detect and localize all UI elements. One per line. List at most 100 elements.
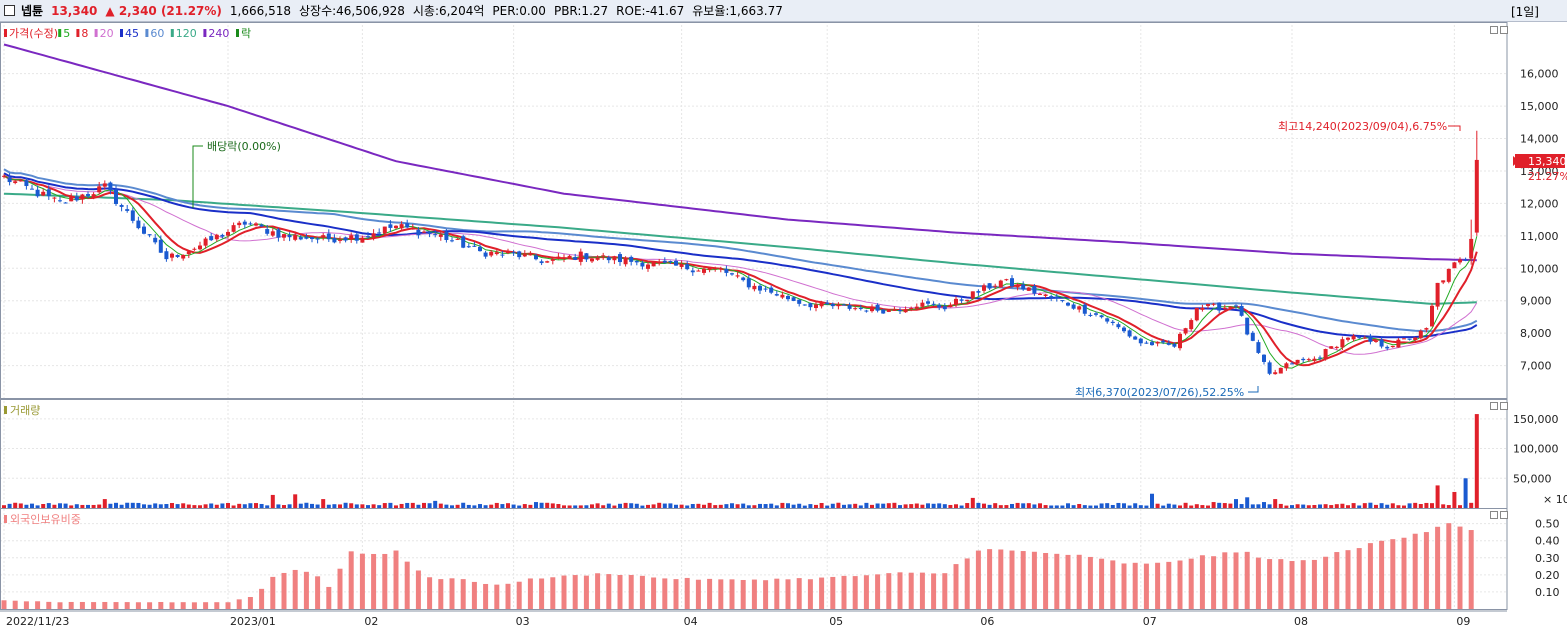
- foreign-bar: [1188, 558, 1194, 609]
- foreign-bar: [359, 553, 365, 609]
- volume-bar: [1082, 505, 1087, 508]
- volume-bar: [1228, 503, 1233, 508]
- volume-bar: [534, 502, 538, 508]
- candle-body: [690, 270, 695, 273]
- foreign-bar: [1334, 552, 1340, 609]
- candle-body: [1362, 337, 1367, 339]
- volume-bar: [1290, 505, 1294, 508]
- volume-bar: [1161, 505, 1166, 508]
- candle-body: [1435, 282, 1440, 307]
- foreign-bar: [975, 550, 981, 609]
- volume-bar: [175, 504, 180, 508]
- candle-body: [1043, 294, 1048, 296]
- foreign-bar: [23, 601, 29, 609]
- price-tick-label: 16,000: [1520, 68, 1559, 81]
- volume-bar: [573, 505, 578, 508]
- foreign-bar: [1323, 556, 1329, 609]
- candle-body: [175, 255, 180, 257]
- candle-body: [702, 268, 706, 273]
- candle-body: [2, 175, 6, 177]
- candle-body: [1066, 302, 1070, 306]
- foreign-bar: [863, 575, 869, 609]
- period-selector[interactable]: [1일]: [1510, 5, 1539, 19]
- candle-body: [769, 287, 774, 293]
- dividend-annotation: 배당락(0.00%): [192, 140, 281, 208]
- volume-bar: [881, 503, 886, 508]
- candle-body: [948, 304, 953, 308]
- foreign-bar: [281, 572, 287, 609]
- volume-bar: [1071, 505, 1076, 508]
- candle-body: [69, 196, 74, 202]
- candle-body: [797, 299, 802, 304]
- volume-tick-label: 50,000: [1513, 472, 1552, 485]
- volume-bar: [718, 504, 723, 508]
- candle-body: [1060, 300, 1065, 302]
- foreign-bar: [1289, 561, 1295, 609]
- candle-body: [1150, 342, 1154, 346]
- price-legend-swatch: [145, 29, 149, 37]
- volume-bar: [584, 505, 589, 508]
- volume-bar: [254, 503, 258, 508]
- volume-bar: [1413, 502, 1418, 508]
- candle-body: [1469, 238, 1474, 259]
- candle-body: [713, 268, 718, 270]
- candle-body: [937, 304, 942, 308]
- candle-body: [758, 285, 762, 291]
- volume-bar: [1110, 504, 1115, 508]
- volume-bar: [954, 504, 958, 508]
- candle-body: [1049, 296, 1054, 298]
- foreign-bar: [751, 579, 757, 609]
- candle-body: [1200, 307, 1205, 310]
- volume-bar: [248, 503, 253, 508]
- candle-body: [550, 259, 555, 261]
- candle-body: [1172, 343, 1177, 347]
- volume-bar: [478, 504, 482, 508]
- candle-body: [1015, 284, 1020, 288]
- foreign-bar: [662, 578, 668, 609]
- candle-body: [825, 302, 830, 305]
- volume-bar: [237, 503, 242, 508]
- foreign-bar: [158, 601, 164, 609]
- high-annotation-text: 최고14,240(2023/09/04),6.75%: [1278, 120, 1447, 133]
- volume-bar: [1194, 504, 1199, 508]
- price-tick-label: 8,000: [1520, 327, 1552, 340]
- candle-body: [528, 253, 533, 256]
- foreign-bar: [1267, 559, 1273, 609]
- volume-bar: [892, 502, 897, 508]
- foreign-bar: [494, 584, 500, 609]
- candle-body: [668, 261, 673, 263]
- candle-body: [147, 234, 152, 236]
- candle-body: [1032, 285, 1037, 294]
- candle-body: [534, 255, 538, 260]
- chart-background: [0, 22, 1567, 630]
- volume-bar: [1122, 503, 1126, 508]
- volume-bar: [1301, 504, 1306, 508]
- volume-bar: [220, 503, 225, 508]
- foreign-bar: [1132, 562, 1138, 609]
- candle-body: [1430, 305, 1434, 327]
- volume-bar: [259, 503, 264, 508]
- price-tick-label: 13,000: [1520, 165, 1559, 178]
- candle-body: [1329, 346, 1334, 349]
- candle-body: [416, 229, 421, 236]
- candle-body: [119, 205, 124, 207]
- volume-bar: [685, 505, 690, 508]
- candle-body: [1054, 296, 1059, 299]
- volume-bar: [332, 504, 337, 508]
- candle-body: [1385, 346, 1390, 349]
- candle-body: [130, 210, 135, 221]
- volume-bar: [746, 505, 751, 508]
- volume-bar: [310, 503, 314, 508]
- pbr-value: PBR:1.27: [553, 3, 609, 18]
- foreign-bar: [236, 599, 242, 609]
- volume-bar: [528, 504, 533, 508]
- low-annotation-text: 최저6,370(2023/07/26),52.25%: [1075, 386, 1244, 399]
- candle-body: [612, 256, 617, 261]
- volume-bar: [937, 503, 942, 508]
- volume-bar: [1133, 503, 1138, 508]
- volume-bar: [674, 504, 678, 508]
- volume-bar: [86, 504, 90, 508]
- select-checkbox[interactable]: [4, 5, 15, 16]
- volume-bar: [517, 505, 522, 508]
- foreign-bar: [807, 579, 813, 609]
